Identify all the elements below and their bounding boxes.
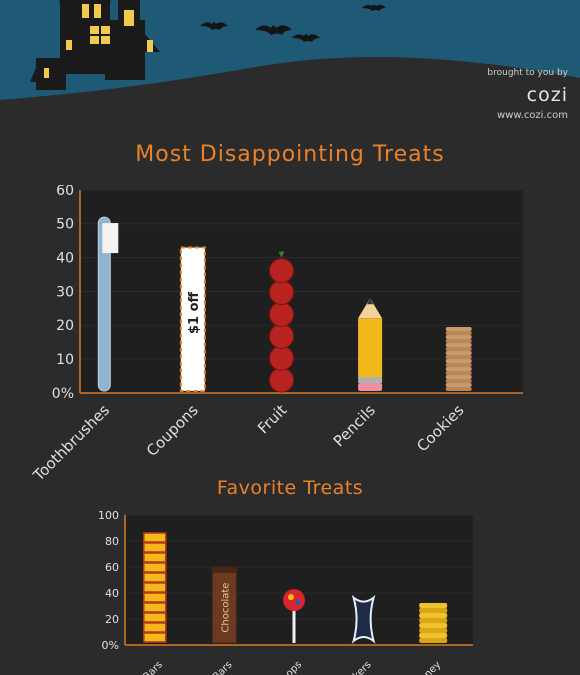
x-tick-label: Toothbrushes bbox=[29, 401, 113, 485]
x-tick-label: Cookies bbox=[413, 401, 467, 455]
chart-title-disappointing: Most Disappointing Treats bbox=[135, 142, 445, 167]
x-tick-label: Bars bbox=[141, 659, 165, 675]
favorite-treats-chart: 0% 20 40 60 80 100 Bars Chocolate Bars oops ckers o… bbox=[98, 510, 473, 675]
y-tick-label: 20 bbox=[56, 318, 74, 334]
brand-tagline: brought to you by bbox=[487, 68, 568, 78]
x-tick-label: Bars bbox=[211, 659, 235, 675]
y-tick-label: 20 bbox=[105, 613, 119, 626]
chart-title-favorite: Favorite Treats bbox=[216, 477, 364, 499]
chocolate-bar: Chocolate bbox=[211, 566, 237, 644]
brand-logo: cozi bbox=[526, 84, 568, 106]
x-tick-label: oney bbox=[418, 659, 443, 675]
coupon-label: $1 off bbox=[187, 291, 202, 334]
brand-block: brought to you by cozi www.cozi.com bbox=[448, 68, 568, 121]
disappointing-treats-chart: 0% 10 20 30 40 50 60 Toothbrushes $1 off Coupons F… bbox=[29, 185, 523, 485]
x-tick-label: oops bbox=[280, 659, 305, 675]
bat-sticker-bar bbox=[351, 594, 376, 644]
coupon-bar: $1 off bbox=[179, 246, 206, 393]
coin-stack-bar bbox=[419, 603, 448, 643]
lollipop-bar bbox=[283, 589, 305, 643]
toothbrush-bar bbox=[97, 216, 119, 392]
y-tick-label: 60 bbox=[56, 185, 74, 199]
y-tick-label: 10 bbox=[56, 352, 74, 368]
pencil-bar bbox=[358, 298, 383, 391]
x-tick-label: ckers bbox=[347, 659, 373, 675]
y-tick-label: 0% bbox=[102, 639, 119, 652]
x-tick-label: Pencils bbox=[330, 401, 379, 450]
haunted-house-icon bbox=[30, 0, 160, 90]
y-tick-label: 80 bbox=[105, 535, 119, 548]
y-tick-label: 30 bbox=[56, 284, 74, 300]
chocolate-label: Chocolate bbox=[220, 583, 231, 633]
plot-area bbox=[125, 515, 473, 645]
y-tick-label: 60 bbox=[105, 561, 119, 574]
candy-bar-stack bbox=[143, 532, 167, 643]
halloween-header bbox=[0, 0, 580, 120]
y-tick-label: 40 bbox=[56, 251, 74, 267]
x-tick-label: Coupons bbox=[143, 401, 202, 460]
bat-icons bbox=[200, 4, 386, 42]
x-tick-label: Fruit bbox=[254, 401, 290, 437]
cookie-bar bbox=[445, 327, 472, 391]
y-tick-label: 50 bbox=[56, 217, 74, 233]
brand-url: www.cozi.com bbox=[497, 110, 568, 121]
y-tick-label: 40 bbox=[105, 587, 119, 600]
fruit-bar bbox=[269, 251, 294, 393]
y-tick-label: 100 bbox=[98, 510, 119, 522]
y-tick-label: 0% bbox=[52, 386, 74, 402]
